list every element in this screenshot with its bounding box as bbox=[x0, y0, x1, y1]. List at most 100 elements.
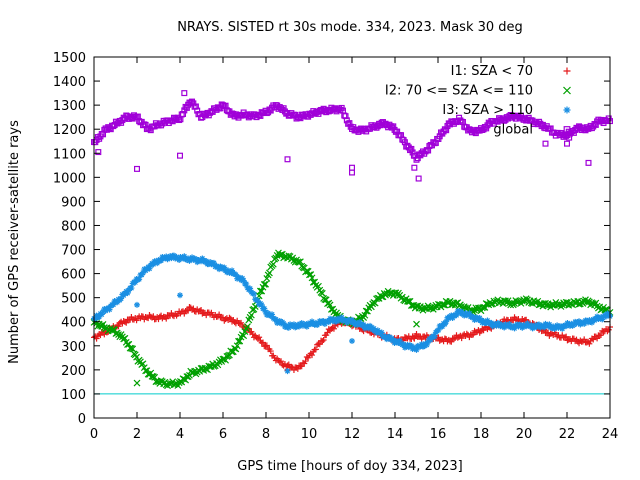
x-tick-label: 20 bbox=[516, 427, 533, 442]
data-point bbox=[190, 305, 197, 312]
data-point bbox=[192, 256, 199, 263]
data-point bbox=[561, 334, 568, 341]
data-point bbox=[318, 289, 326, 297]
y-tick-label: 1100 bbox=[53, 147, 86, 162]
y-tick-label: 800 bbox=[61, 219, 86, 234]
chart-title: NRAYS. SISTED rt 30s mode. 334, 2023. Ma… bbox=[177, 20, 523, 35]
data-point bbox=[96, 313, 103, 320]
data-point bbox=[316, 341, 323, 348]
legend-label: I2: 70 <= SZA <= 110 bbox=[385, 84, 533, 99]
data-point bbox=[239, 275, 246, 282]
data-point bbox=[280, 105, 287, 112]
y-tick-label: 0 bbox=[78, 412, 86, 427]
data-point bbox=[226, 314, 233, 321]
x-tick-label: 6 bbox=[219, 427, 227, 442]
data-point bbox=[570, 321, 577, 328]
data-point bbox=[458, 308, 465, 315]
data-point bbox=[466, 310, 473, 317]
data-point bbox=[346, 120, 353, 127]
data-point bbox=[483, 125, 490, 132]
data-point bbox=[408, 342, 415, 349]
data-point bbox=[390, 123, 397, 130]
y-tick-label: 700 bbox=[61, 244, 86, 259]
data-point bbox=[163, 315, 170, 322]
data-point bbox=[400, 341, 407, 348]
data-point bbox=[150, 261, 157, 268]
data-point bbox=[501, 324, 508, 331]
data-point bbox=[198, 258, 205, 265]
data-point bbox=[114, 299, 121, 306]
data-point bbox=[260, 281, 268, 288]
data-point bbox=[453, 312, 460, 319]
data-point bbox=[180, 111, 187, 118]
data-point bbox=[563, 86, 571, 95]
data-point bbox=[506, 320, 513, 327]
data-point bbox=[563, 106, 571, 114]
data-point bbox=[488, 319, 495, 326]
data-point bbox=[284, 368, 291, 375]
data-point bbox=[421, 343, 428, 350]
y-tick-label: 1000 bbox=[53, 171, 86, 186]
data-point bbox=[158, 257, 165, 264]
data-point bbox=[163, 253, 170, 260]
data-point bbox=[576, 318, 583, 325]
data-point bbox=[259, 339, 266, 346]
data-point bbox=[296, 323, 303, 330]
data-point bbox=[146, 265, 153, 272]
data-point bbox=[266, 269, 273, 277]
series-2 bbox=[90, 249, 614, 390]
data-point bbox=[415, 175, 422, 182]
data-point bbox=[139, 360, 147, 368]
legend-label: I1: SZA < 70 bbox=[451, 64, 533, 79]
data-point bbox=[361, 311, 369, 319]
data-point bbox=[395, 339, 402, 346]
data-point bbox=[550, 323, 557, 330]
data-point bbox=[185, 255, 192, 262]
data-point bbox=[342, 113, 349, 120]
data-point bbox=[524, 320, 531, 327]
data-point bbox=[413, 320, 420, 328]
data-point bbox=[243, 280, 250, 287]
data-point bbox=[261, 305, 268, 312]
data-point bbox=[554, 322, 561, 329]
data-point bbox=[605, 326, 612, 333]
data-point bbox=[349, 337, 355, 344]
data-point bbox=[124, 290, 131, 297]
data-point bbox=[258, 301, 265, 308]
data-point bbox=[330, 325, 337, 332]
legend-marker bbox=[563, 106, 571, 114]
series-4 bbox=[90, 90, 613, 182]
data-point bbox=[396, 337, 403, 344]
data-point bbox=[133, 379, 141, 387]
data-point bbox=[235, 337, 242, 345]
legend-marker bbox=[563, 86, 571, 95]
y-tick-label: 200 bbox=[61, 364, 86, 379]
x-tick-label: 0 bbox=[90, 427, 98, 442]
data-point bbox=[563, 126, 571, 133]
data-point bbox=[360, 321, 367, 328]
data-point bbox=[476, 315, 483, 322]
x-tick-label: 8 bbox=[262, 427, 270, 442]
data-point bbox=[263, 342, 270, 349]
data-point bbox=[356, 319, 363, 326]
data-point bbox=[546, 321, 553, 328]
data-point bbox=[427, 336, 434, 343]
data-point bbox=[285, 324, 292, 331]
data-point bbox=[236, 337, 244, 345]
data-point bbox=[216, 266, 223, 273]
data-point bbox=[265, 310, 272, 317]
data-point bbox=[321, 320, 328, 327]
data-point bbox=[519, 324, 526, 331]
data-point bbox=[326, 301, 334, 309]
data-point bbox=[425, 338, 432, 345]
data-point bbox=[557, 323, 564, 330]
y-tick-label: 500 bbox=[61, 292, 86, 307]
data-point bbox=[320, 336, 327, 343]
y-tick-label: 400 bbox=[61, 316, 86, 331]
data-point bbox=[228, 348, 236, 356]
data-point bbox=[308, 274, 316, 282]
data-point bbox=[134, 301, 140, 308]
data-point bbox=[536, 321, 543, 328]
data-point bbox=[210, 259, 217, 266]
